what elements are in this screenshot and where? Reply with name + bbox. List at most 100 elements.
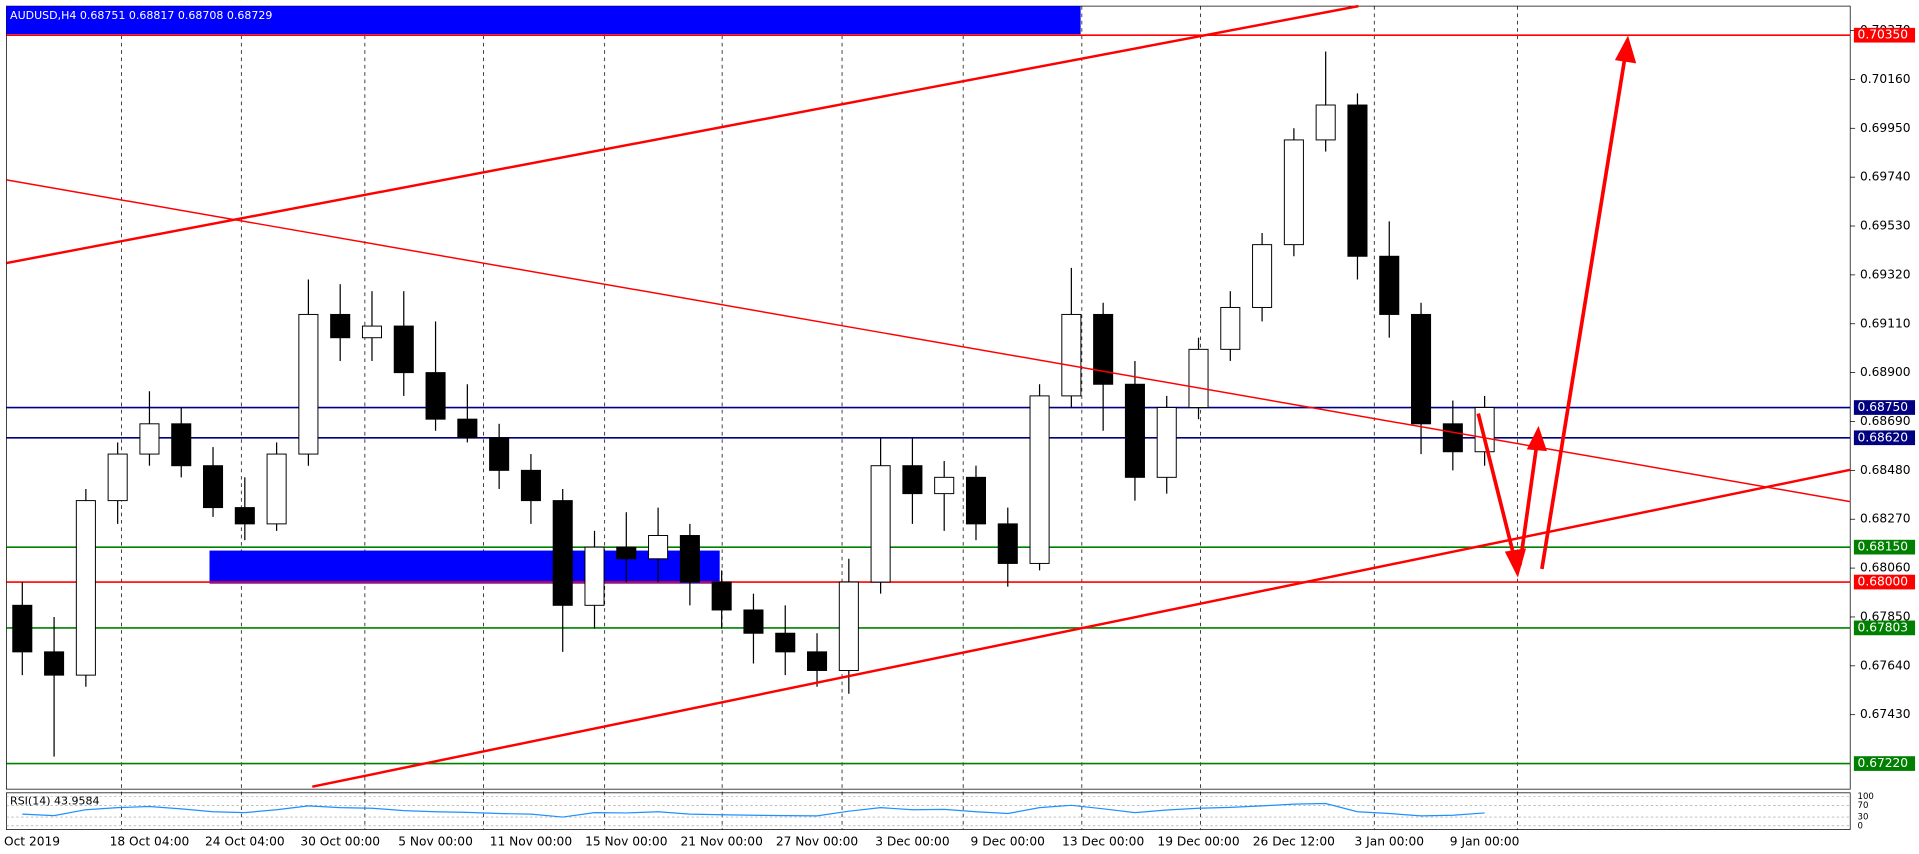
y-tick-label: 0.68690 [1860,414,1911,428]
candle-body [171,423,192,467]
y-tick-label: 0.68060 [1860,561,1911,575]
candle-body [1061,313,1082,397]
candle-body [1379,255,1400,315]
demand-zone [209,550,720,584]
supply-zone [6,6,1081,35]
candle-body [711,581,732,611]
candle-body [425,372,446,420]
price-level-label: 0.68620 [1858,430,1909,444]
x-tick-label: 3 Dec 00:00 [875,834,949,848]
candle-body [266,453,287,525]
x-tick-label: 15 Nov 00:00 [585,834,667,848]
candle-body [679,535,700,583]
y-tick-label: 0.67430 [1860,707,1911,721]
candle-body [489,437,510,471]
rsi-tick-label: 30 [1858,813,1869,823]
price-level-label: 0.68150 [1858,540,1909,554]
symbol-header: AUDUSD,H4 0.68751 0.68817 0.68708 0.6872… [10,9,272,22]
price-level-tag [1853,400,1916,415]
x-tick-label: 9 Dec 00:00 [971,834,1045,848]
rsi-label: RSI(14) 43.9584 [10,794,99,807]
candle-body [743,609,764,634]
candle-body [1283,139,1304,246]
rsi-tick-label: 70 [1858,801,1869,811]
candle-body [203,465,224,509]
y-tick-label: 0.69740 [1860,170,1911,184]
y-tick-label: 0.69950 [1860,121,1911,135]
candle-body [1156,407,1177,478]
y-tick-label: 0.69530 [1860,219,1911,233]
candle-body [616,546,637,560]
price-level-tag [1853,574,1916,590]
y-tick-label: 0.68480 [1860,463,1911,477]
candle-body [1252,244,1273,308]
price-level-label: 0.67220 [1858,756,1909,770]
candle-body [1411,313,1432,425]
y-tick-label: 0.69110 [1860,316,1911,330]
price-level-tag [1853,430,1916,446]
candle-body [1093,313,1114,385]
candle-body [520,469,541,502]
candle-body [1315,104,1336,141]
candle-body [648,535,669,560]
candle-body [997,523,1018,564]
rsi-tick-label: 0 [1858,821,1863,831]
price-level-tag [1853,620,1916,636]
candle-body [361,325,383,339]
y-tick-label: 0.70160 [1860,72,1911,86]
x-tick-label: 19 Dec 00:00 [1157,834,1239,848]
forecast-arrows [1476,35,1637,578]
candle-body [1124,383,1145,478]
x-tick-label: 26 Dec 12:00 [1253,834,1335,848]
candle-body [584,546,605,606]
x-tick-label: 21 Nov 00:00 [680,834,762,848]
rsi-panel [6,792,1851,830]
y-tick-label: 0.67850 [1860,609,1911,623]
main-panel [6,5,1851,790]
x-tick-label: 9 Jan 00:00 [1450,834,1520,848]
price-level-label: 0.68750 [1858,400,1909,414]
candle-body [12,604,33,653]
price-level-tag [1853,756,1916,771]
y-tick-label: 0.68270 [1860,512,1911,526]
candle-body [552,500,573,606]
x-tick-label: 11 Nov 00:00 [490,834,572,848]
candle-body [330,313,351,339]
rsi-line [22,802,1485,818]
x-tick-label: 24 Oct 04:00 [205,834,285,848]
y-tick-label: 0.69320 [1860,267,1911,281]
candle-body [75,500,96,676]
candle-body [1442,423,1463,453]
price-level-label: 0.70350 [1858,28,1909,42]
candle-body [934,476,955,495]
x-tick-label: 3 Jan 00:00 [1354,834,1424,848]
candle-body [298,313,319,455]
candle-body [107,453,128,502]
candle-body [1347,104,1368,257]
x-tick-label: 14 Oct 2019 [0,834,60,848]
candle-body [457,418,478,439]
candle-body [234,507,255,525]
price-level-tag [1853,27,1916,43]
y-tick-label: 0.67640 [1860,658,1911,672]
candle-body [393,325,414,374]
candle-body [1029,395,1050,564]
candle-body [775,632,796,653]
x-tick-label: 27 Nov 00:00 [776,834,858,848]
candle-body [1188,348,1209,409]
x-tick-label: 30 Oct 00:00 [300,834,380,848]
candle-body [807,651,828,671]
y-tick-label: 0.68900 [1860,365,1911,379]
x-tick-label: 13 Dec 00:00 [1062,834,1144,848]
candle-body [139,423,160,455]
price-level-label: 0.67803 [1858,620,1909,634]
candle-body [44,651,65,676]
price-level-label: 0.68000 [1858,575,1909,589]
candle-body [902,465,923,495]
rsi-tick-label: 100 [1858,792,1874,802]
candle-body [838,581,859,671]
x-tick-label: 5 Nov 00:00 [398,834,473,848]
price-level-tag [1853,539,1916,555]
